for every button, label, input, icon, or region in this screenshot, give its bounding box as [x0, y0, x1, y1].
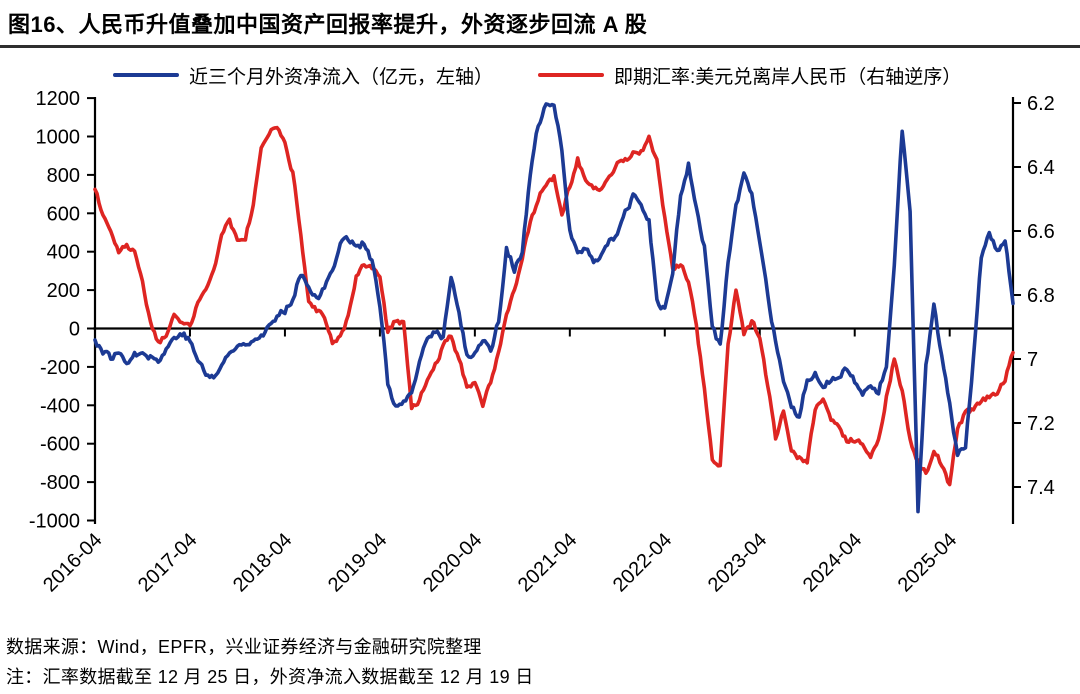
title-divider — [0, 45, 1080, 48]
left-axis: 1200 1000 800 600 400 200 0 -200 -400 -600 -800 -10… — [29, 88, 95, 533]
right-axis: 6.2 6.4 6.6 6.8 7 7.2 7.4 — [1013, 93, 1055, 499]
data-source-note: 数据来源：Wind，EPFR，兴业证券经济与金融研究院整理 — [6, 637, 482, 657]
left-axis-tick-label: -600 — [40, 434, 80, 456]
right-axis-tick-label: 7.2 — [1027, 413, 1055, 435]
left-axis-tick-label: 1000 — [36, 127, 81, 149]
x-axis-tick-label: 2023-04 — [704, 529, 771, 596]
left-axis-tick-label: -1000 — [29, 511, 80, 533]
left-axis-tick-label: 600 — [47, 203, 80, 225]
right-axis-tick-label: 6.8 — [1027, 285, 1055, 307]
x-axis-tick-label: 2020-04 — [419, 529, 486, 596]
data-cutoff-note: 注：汇率数据截至 12 月 25 日，外资净流入数据截至 12 月 19 日 — [6, 667, 534, 687]
x-axis-tick-label: 2016-04 — [39, 529, 106, 596]
legend-line-swatch-blue — [113, 72, 179, 78]
axes — [93, 97, 1015, 524]
left-axis-tick-label: 0 — [69, 319, 80, 341]
legend-label-foreign-inflow: 近三个月外资净流入（亿元，左轴） — [189, 66, 494, 88]
x-axis-tick-label: 2024-04 — [799, 529, 866, 596]
x-axis-tick-label: 2018-04 — [229, 529, 296, 596]
left-axis-tick-label: 200 — [47, 280, 80, 302]
x-axis-tick-label: 2025-04 — [894, 529, 961, 596]
left-axis-tick-label: 1200 — [36, 88, 81, 110]
left-axis-tick-label: 400 — [47, 242, 80, 264]
series — [93, 102, 1015, 514]
left-axis-tick-label: -800 — [40, 472, 80, 494]
x-axis-tick-label: 2017-04 — [134, 529, 201, 596]
x-axis-tick-label: 2022-04 — [609, 529, 676, 596]
x-axis-tick-label: 2021-04 — [514, 529, 581, 596]
right-axis-tick-label: 6.6 — [1027, 221, 1055, 243]
legend-label-fx-rate: 即期汇率:美元兑离岸人民币（右轴逆序） — [614, 66, 962, 88]
figure-title: 图16、人民币升值叠加中国资产回报率提升，外资逐步回流 A 股 — [8, 12, 648, 37]
x-axis: 2016-04 2017-04 2018-04 2019-04 2020-04 2021-… — [39, 328, 961, 596]
right-axis-tick-label: 7.4 — [1027, 477, 1055, 499]
legend-item-fx-rate: 即期汇率:美元兑离岸人民币（右轴逆序） — [538, 62, 961, 88]
right-axis-tick-label: 7 — [1027, 349, 1038, 371]
left-axis-tick-label: -200 — [40, 357, 80, 379]
right-axis-tick-label: 6.4 — [1027, 157, 1055, 179]
x-axis-tick-label: 2019-04 — [324, 529, 391, 596]
legend-item-foreign-inflow: 近三个月外资净流入（亿元，左轴） — [113, 62, 493, 88]
legend-line-swatch-red — [538, 72, 604, 78]
left-axis-tick-label: -400 — [40, 395, 80, 417]
series-line-usdcnh — [93, 125, 1015, 487]
left-axis-tick-label: 800 — [47, 165, 80, 187]
right-axis-tick-label: 6.2 — [1027, 93, 1055, 115]
series-line-foreign-inflow — [93, 102, 1015, 514]
